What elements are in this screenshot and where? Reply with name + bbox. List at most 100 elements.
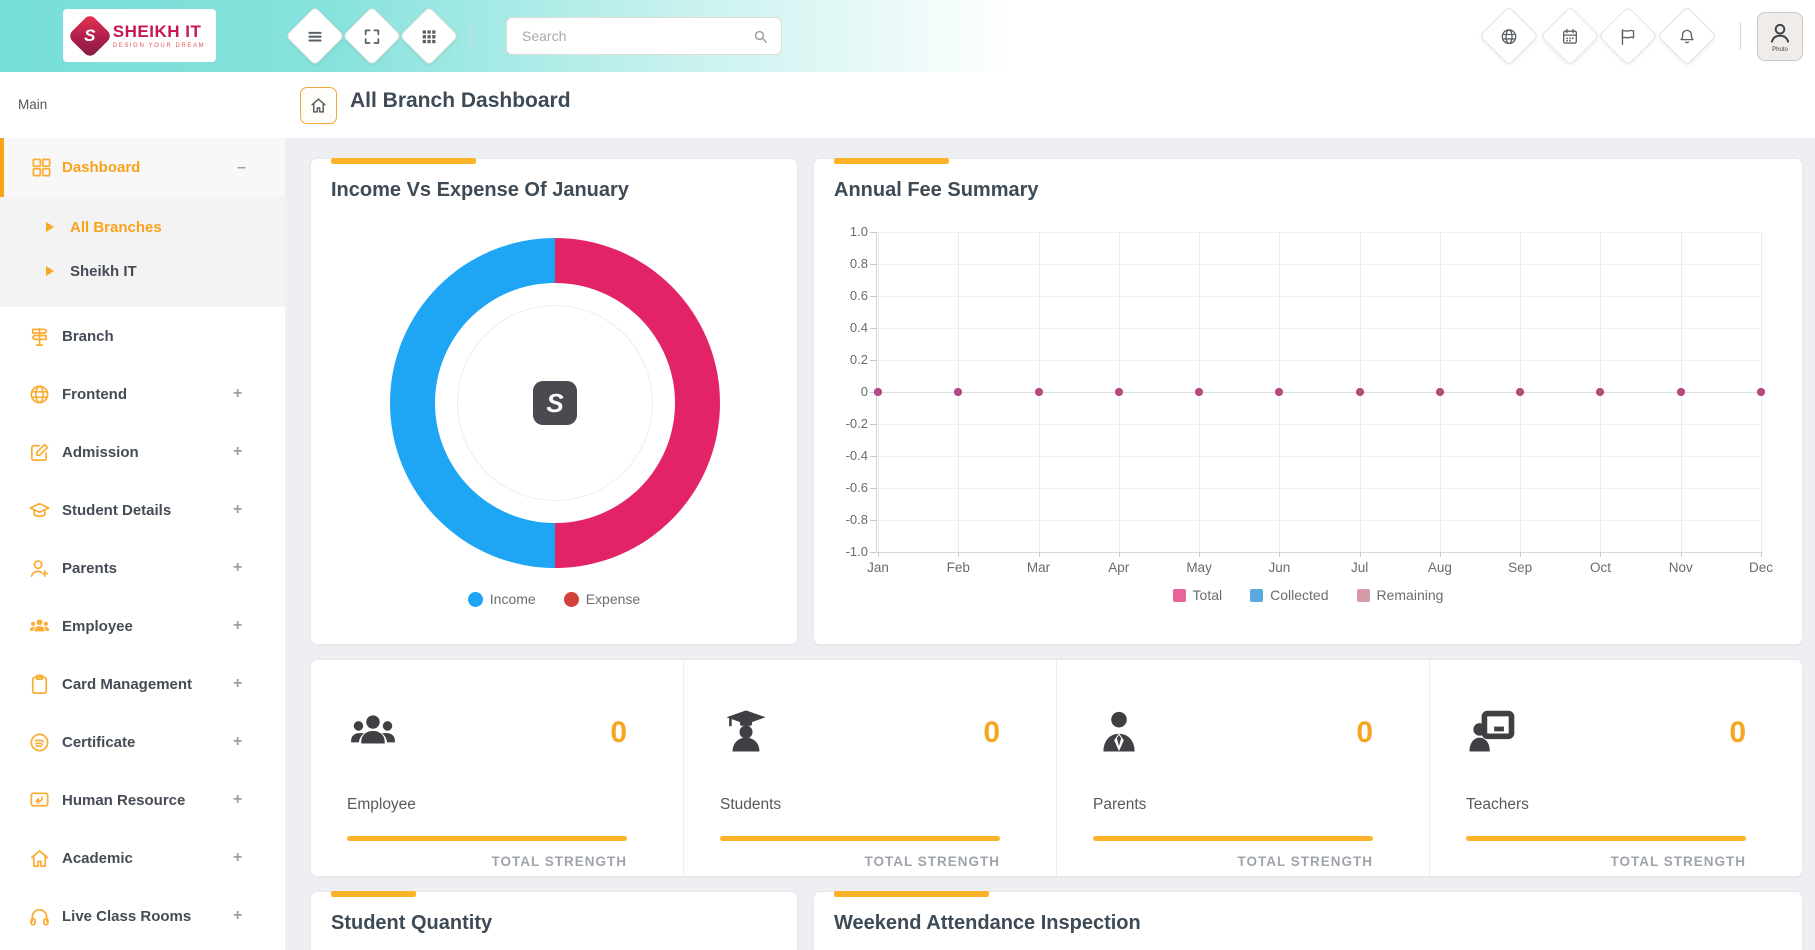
stat-caption: TOTAL STRENGTH [491,854,627,869]
header-button-fullscreen-icon[interactable] [342,6,402,66]
certificate-icon [28,731,51,754]
data-point[interactable] [1757,388,1765,396]
gridline-h [876,424,1761,425]
x-tick [1439,552,1441,557]
x-axis-label: Aug [1427,560,1452,575]
expand-plus-icon[interactable]: + [233,849,243,866]
edit-icon [28,441,51,464]
sidebar-item-all-branches[interactable]: All Branches [0,205,285,249]
sidebar-item-frontend[interactable]: Frontend + [0,365,285,423]
x-tick [878,552,879,557]
data-point[interactable] [1516,388,1525,396]
expand-plus-icon[interactable]: + [233,559,243,576]
sidebar-item-academic[interactable]: Academic + [0,829,285,887]
sidebar-item-card-management[interactable]: Card Management + [0,655,285,713]
sidebar-item-live-class-rooms[interactable]: Live Class Rooms + [0,887,285,945]
x-tick [1199,552,1201,557]
header-button-bell-icon[interactable] [1657,6,1717,66]
gridline-h [876,520,1761,521]
x-tick [1600,552,1602,557]
weekend-attendance-title: Weekend Attendance Inspection [834,912,1141,934]
stat-employees-icon [351,715,395,744]
expand-plus-icon[interactable]: + [233,791,243,808]
x-axis-label: Feb [946,560,970,575]
legend-item-collected: Collected [1250,587,1329,603]
x-tick [958,552,960,557]
y-axis-label: 0 [860,384,868,399]
data-point[interactable] [1596,388,1605,396]
sidebar-item-sheikh-it[interactable]: Sheikh IT [0,249,285,293]
y-tick [870,424,876,425]
x-tick [1279,552,1281,557]
sidebar-item-admission[interactable]: Admission + [0,423,285,481]
sidebar-item-human-resource[interactable]: Human Resource + [0,771,285,829]
sidebar-item-certificate[interactable]: Certificate + [0,713,285,771]
collapse-indicator[interactable]: – [237,158,246,176]
y-axis-label: 0.4 [849,320,868,335]
expand-plus-icon[interactable]: + [233,385,243,402]
expand-plus-icon[interactable]: + [233,733,243,750]
header-button-globe-icon[interactable] [1479,6,1539,66]
y-tick [870,392,876,393]
expand-plus-icon[interactable]: + [233,907,243,924]
header-button-menu-icon[interactable] [285,6,345,66]
stat-cell-parents[interactable]: 0 Parents TOTAL STRENGTH [1057,660,1430,876]
data-point[interactable] [1676,388,1685,396]
y-axis-label: -0.8 [845,512,868,527]
y-tick [870,456,876,457]
annual-fee-summary-card: Annual Fee Summary 1.0 0.8 0.6 0.4 0.2 0 -0.2 -… [813,158,1803,645]
stat-cell-employee[interactable]: 0 Employee TOTAL STRENGTH [311,660,684,876]
stat-students-icon [720,706,772,758]
data-point[interactable] [1435,388,1444,396]
legend-item-total: Total [1172,587,1222,603]
search-input[interactable] [507,28,752,44]
chart-watermark: S [533,381,577,425]
y-axis-label: -1.0 [845,544,868,559]
gridline-h [876,360,1761,361]
sidebar-item-dashboard[interactable]: Dashboard – [0,138,285,197]
sidebar-item-employee[interactable]: Employee + [0,597,285,655]
globe-icon [30,384,49,404]
data-point[interactable] [1195,388,1204,396]
stat-caption: TOTAL STRENGTH [1237,854,1373,869]
legend-item-remaining: Remaining [1356,587,1443,603]
x-axis-label: Jul [1350,560,1369,575]
stat-cell-students[interactable]: 0 Students TOTAL STRENGTH [684,660,1057,876]
header-button-flag-icon[interactable] [1598,6,1658,66]
x-tick [1680,552,1682,557]
stat-cell-teachers[interactable]: 0 Teachers TOTAL STRENGTH [1430,660,1802,876]
expand-plus-icon[interactable]: + [233,501,243,518]
data-point[interactable] [1355,388,1364,396]
page-title: All Branch Dashboard [350,89,571,112]
data-point[interactable] [1275,388,1284,396]
fullscreen-icon [364,28,380,44]
strength-stats-card: 0 Employee TOTAL STRENGTH 0 Students TOTAL ST… [310,659,1803,877]
data-point[interactable] [1114,388,1123,396]
expand-plus-icon[interactable]: + [233,617,243,634]
user-avatar[interactable]: Photo [1757,12,1803,61]
sidebar-item-branch[interactable]: Branch [0,307,285,365]
header-button-calendar-icon[interactable] [1540,6,1600,66]
student-quantity-card: Student Quantity [310,891,798,950]
income-expense-donut-chart[interactable]: S [390,238,720,568]
student-quantity-title: Student Quantity [331,912,493,934]
home-icon [311,98,326,113]
expand-plus-icon[interactable]: + [233,675,243,692]
user-icon [1770,23,1790,43]
data-point[interactable] [874,388,882,396]
expand-plus-icon[interactable]: + [233,443,243,460]
search-icon[interactable] [752,28,769,45]
signpost-icon [28,325,51,348]
brand-logo[interactable]: S SHEIKH IT DESIGN YOUR DREAM [63,9,216,62]
data-point[interactable] [954,388,963,396]
header-button-grid-icon[interactable] [399,6,459,66]
donut-legend: Income Expense [311,591,797,607]
sidebar-item-parents[interactable]: Parents + [0,539,285,597]
y-tick [870,488,876,489]
home-button[interactable] [300,87,337,124]
data-point[interactable] [1034,388,1043,396]
y-tick [870,328,876,329]
card-accent-bar [331,891,416,897]
sidebar-item-student-details[interactable]: Student Details + [0,481,285,539]
card-accent-bar [834,891,989,897]
